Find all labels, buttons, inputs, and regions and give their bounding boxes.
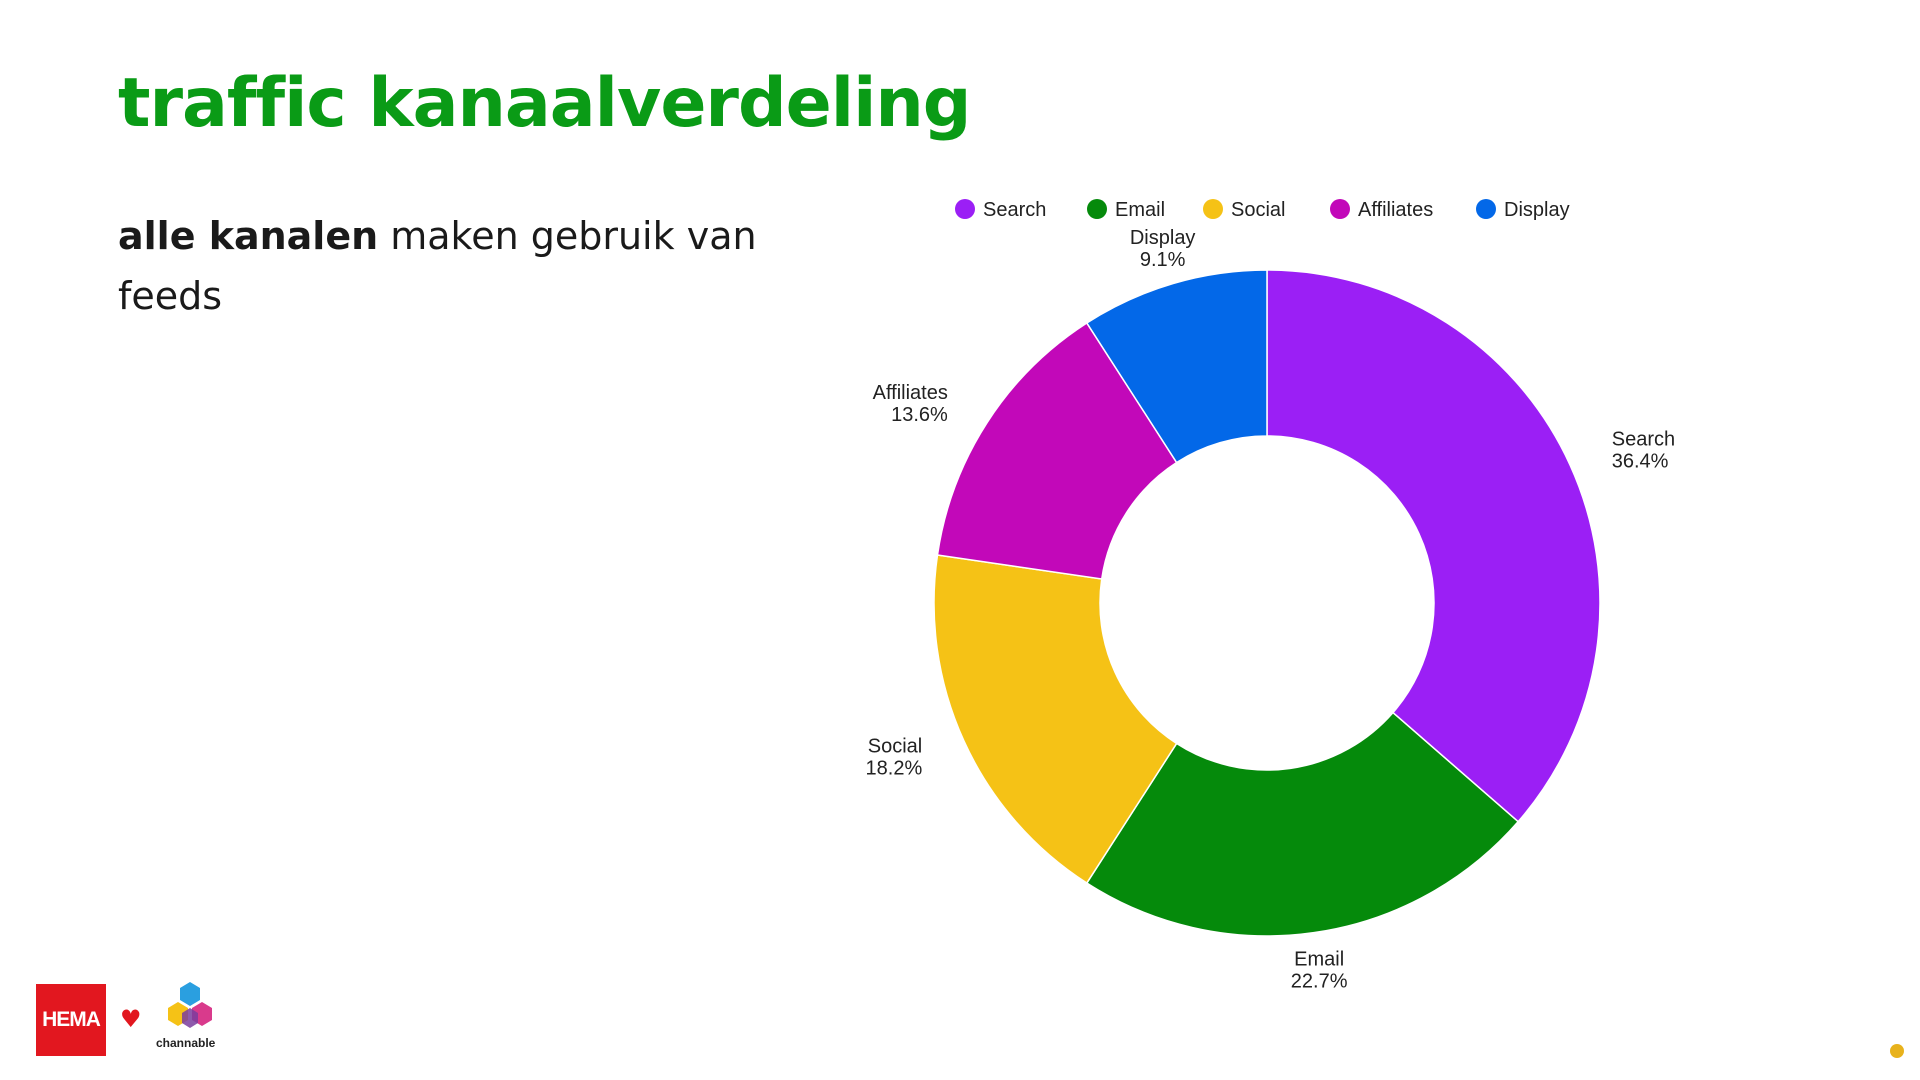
- slice-value-social: 18.2%: [866, 757, 923, 779]
- channable-logo-icon: [168, 982, 212, 1028]
- slice-label-display: Display: [1130, 227, 1196, 249]
- page-title: traffic kanaalverdeling: [118, 64, 971, 143]
- legend-item-search: Search: [955, 199, 1046, 221]
- page-indicator-dot: [1890, 1044, 1904, 1058]
- legend-swatch-social: [1203, 199, 1223, 219]
- heart-icon: ♥: [120, 1005, 142, 1033]
- slice-value-display: 9.1%: [1140, 249, 1186, 271]
- subtitle-bold: alle kanalen: [118, 214, 379, 258]
- slice-label-affiliates: Affiliates: [873, 382, 948, 404]
- legend-item-email: Email: [1087, 199, 1165, 221]
- legend-swatch-affiliates: [1330, 199, 1350, 219]
- legend-label-display: Display: [1504, 199, 1570, 221]
- legend-label-email: Email: [1115, 199, 1165, 221]
- chart-legend: Search Email Social Affiliates Display: [955, 199, 1570, 221]
- slice-search: [1266, 269, 1601, 823]
- chart-slices: [933, 269, 1601, 937]
- legend-item-display: Display: [1476, 199, 1570, 221]
- hema-logo: HEMA: [36, 984, 106, 1056]
- legend-item-social: Social: [1203, 199, 1285, 221]
- legend-swatch-search: [955, 199, 975, 219]
- slice-value-search: 36.4%: [1612, 451, 1669, 473]
- legend-item-affiliates: Affiliates: [1330, 199, 1433, 221]
- legend-swatch-display: [1476, 199, 1496, 219]
- slice-affiliates: [936, 321, 1178, 580]
- slide-subtitle: alle kanalen maken gebruik van feeds: [118, 206, 778, 326]
- legend-swatch-email: [1087, 199, 1107, 219]
- legend-label-affiliates: Affiliates: [1358, 199, 1433, 221]
- subtitle-rest: maken gebruik van feeds: [118, 214, 757, 318]
- legend-label-search: Search: [983, 199, 1046, 221]
- channable-logo-text: channable: [156, 1036, 216, 1050]
- slice-email: [1085, 711, 1520, 937]
- slice-value-email: 22.7%: [1291, 970, 1348, 992]
- legend-label-social: Social: [1231, 199, 1285, 221]
- slice-label-email: Email: [1294, 948, 1344, 970]
- slice-display: [1085, 269, 1268, 464]
- slice-social: [933, 554, 1178, 885]
- slice-label-social: Social: [868, 735, 922, 757]
- slice-value-affiliates: 13.6%: [891, 404, 948, 426]
- slice-label-search: Search: [1612, 429, 1675, 451]
